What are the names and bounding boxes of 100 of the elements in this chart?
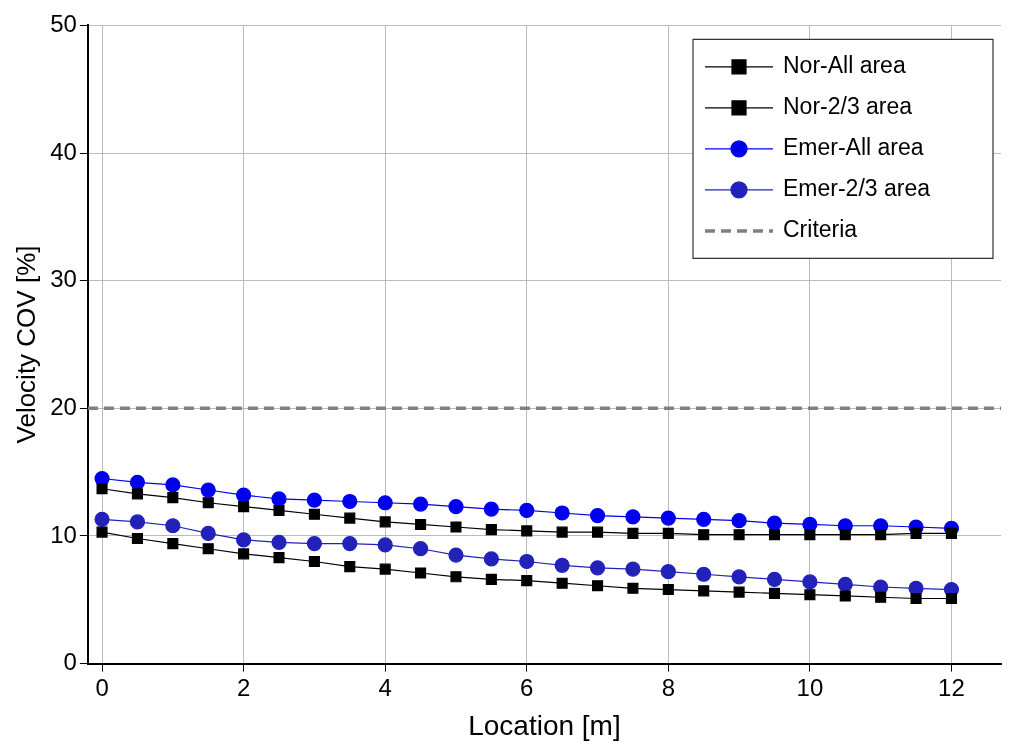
- point: [839, 529, 851, 541]
- point: [483, 551, 499, 567]
- point: [731, 513, 747, 529]
- point: [875, 591, 887, 603]
- point: [591, 526, 604, 538]
- point: [945, 592, 957, 605]
- point: [625, 561, 641, 577]
- point: [202, 497, 214, 509]
- y-tick-label: 50: [50, 10, 77, 38]
- point: [556, 577, 568, 589]
- point: [804, 529, 816, 541]
- legend-label: Criteria: [783, 216, 858, 243]
- point: [271, 534, 287, 550]
- point: [766, 515, 783, 531]
- point: [556, 526, 568, 538]
- point: [696, 511, 712, 527]
- point: [945, 527, 957, 539]
- x-axis-title: Location [m]: [468, 709, 621, 741]
- point: [344, 561, 356, 573]
- point: [306, 536, 322, 552]
- point: [273, 552, 285, 564]
- point: [131, 488, 143, 500]
- point: [308, 555, 320, 568]
- legend-label: Nor-All area: [783, 52, 906, 79]
- point: [271, 491, 287, 507]
- point: [167, 492, 179, 504]
- point: [696, 566, 712, 582]
- point: [625, 509, 641, 525]
- point: [662, 527, 674, 539]
- x-tick-label: 6: [520, 673, 534, 701]
- point: [377, 495, 393, 511]
- point: [698, 585, 710, 597]
- point: [377, 537, 393, 553]
- point: [450, 521, 462, 533]
- x-tick-label: 10: [796, 673, 824, 701]
- point: [910, 592, 922, 605]
- point: [94, 511, 110, 527]
- point: [662, 584, 674, 596]
- point: [238, 548, 250, 560]
- point: [521, 525, 533, 537]
- point: [200, 525, 216, 542]
- point: [554, 557, 570, 573]
- point: [450, 571, 462, 583]
- point: [342, 493, 358, 510]
- point: [698, 529, 710, 541]
- point: [167, 538, 179, 550]
- y-tick-label: 40: [50, 137, 77, 165]
- point: [412, 541, 429, 557]
- point: [202, 543, 214, 555]
- point: [483, 501, 499, 517]
- y-tick-label: 10: [50, 520, 77, 548]
- point: [306, 492, 322, 508]
- point: [448, 547, 464, 563]
- point: [837, 576, 853, 593]
- point: [589, 507, 606, 524]
- x-tick-label: 12: [938, 673, 965, 701]
- point: [839, 590, 851, 602]
- point: [412, 496, 429, 512]
- point: [415, 518, 427, 531]
- point: [344, 512, 356, 524]
- legend-label: Nor-2/3 area: [783, 93, 913, 120]
- point: [273, 504, 285, 516]
- point: [485, 524, 497, 536]
- y-tick-label: 0: [63, 648, 77, 676]
- point: [589, 560, 606, 576]
- point: [379, 563, 391, 575]
- point: [96, 483, 108, 495]
- point: [342, 536, 358, 552]
- point: [521, 575, 533, 587]
- point: [804, 589, 816, 601]
- point: [802, 574, 818, 590]
- point: [660, 564, 676, 580]
- point: [236, 487, 252, 503]
- point: [768, 587, 781, 599]
- point: [660, 510, 676, 526]
- x-tick-label: 0: [95, 673, 109, 701]
- point: [415, 567, 427, 579]
- point: [554, 505, 570, 521]
- point: [308, 508, 320, 520]
- y-tick-label: 30: [50, 265, 77, 293]
- point: [379, 516, 391, 528]
- y-axis-title: Velocity COV [%]: [10, 245, 41, 444]
- y-tick-label: 20: [50, 392, 77, 420]
- x-tick-label: 4: [378, 673, 392, 701]
- x-tick-label: 2: [236, 673, 251, 701]
- point: [591, 580, 604, 592]
- point: [627, 582, 639, 594]
- point: [875, 529, 887, 541]
- point: [165, 518, 181, 534]
- point: [485, 573, 497, 585]
- point: [766, 571, 783, 587]
- point: [768, 529, 781, 541]
- point: [131, 532, 143, 545]
- point: [236, 532, 252, 548]
- x-tick-label: 8: [661, 673, 675, 701]
- point: [733, 529, 745, 541]
- point: [733, 586, 745, 598]
- point: [519, 502, 535, 519]
- point: [129, 514, 146, 530]
- point: [519, 553, 535, 570]
